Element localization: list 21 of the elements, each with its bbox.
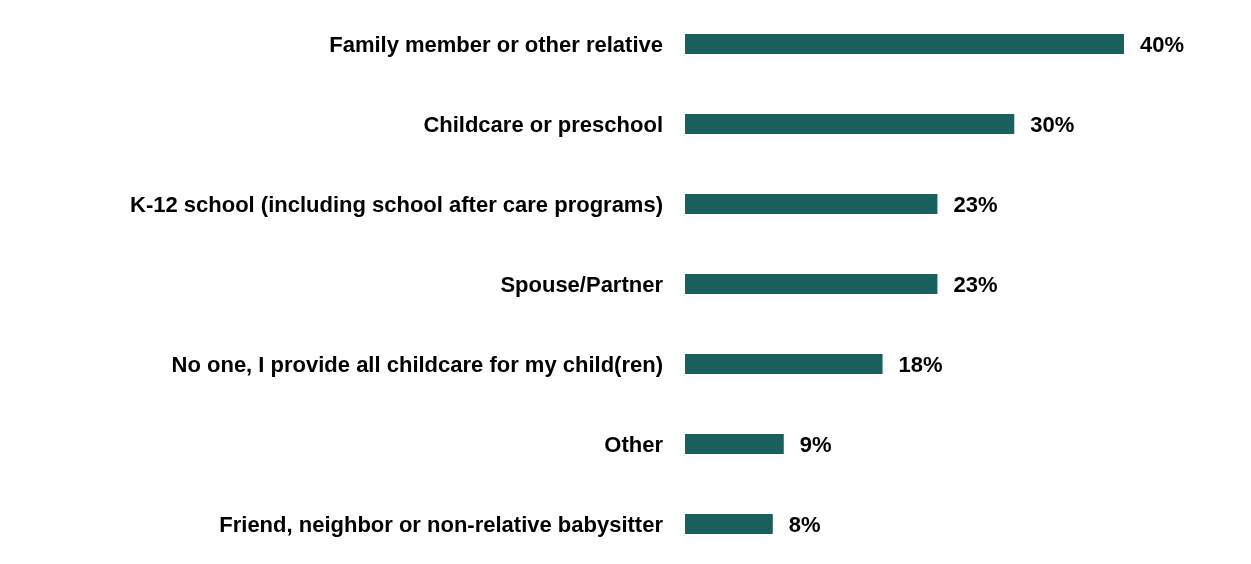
data-label: 23% [953,191,998,217]
data-label: 23% [953,271,998,297]
y-tick-label: Spouse/Partner [500,271,664,297]
bar [685,514,773,534]
bar [685,114,1015,134]
y-tick-label: Family member or other relative [329,31,663,57]
y-tick-label: Friend, neighbor or non-relative babysitter [219,511,664,537]
bar [685,354,883,374]
bar [685,194,938,214]
y-tick-label: K-12 school (including school after care programs) [130,191,663,217]
bar [685,274,938,294]
bar [685,434,784,454]
data-label: 40% [1140,31,1185,57]
y-tick-label: Other [604,431,664,457]
y-tick-label: Childcare or preschool [423,111,663,137]
data-label: 9% [799,431,832,457]
y-tick-label: No one, I provide all childcare for my child(ren) [171,351,663,377]
bar [685,34,1124,54]
data-label: 30% [1030,111,1075,137]
data-label: 8% [788,511,821,537]
data-label: 18% [898,351,943,377]
